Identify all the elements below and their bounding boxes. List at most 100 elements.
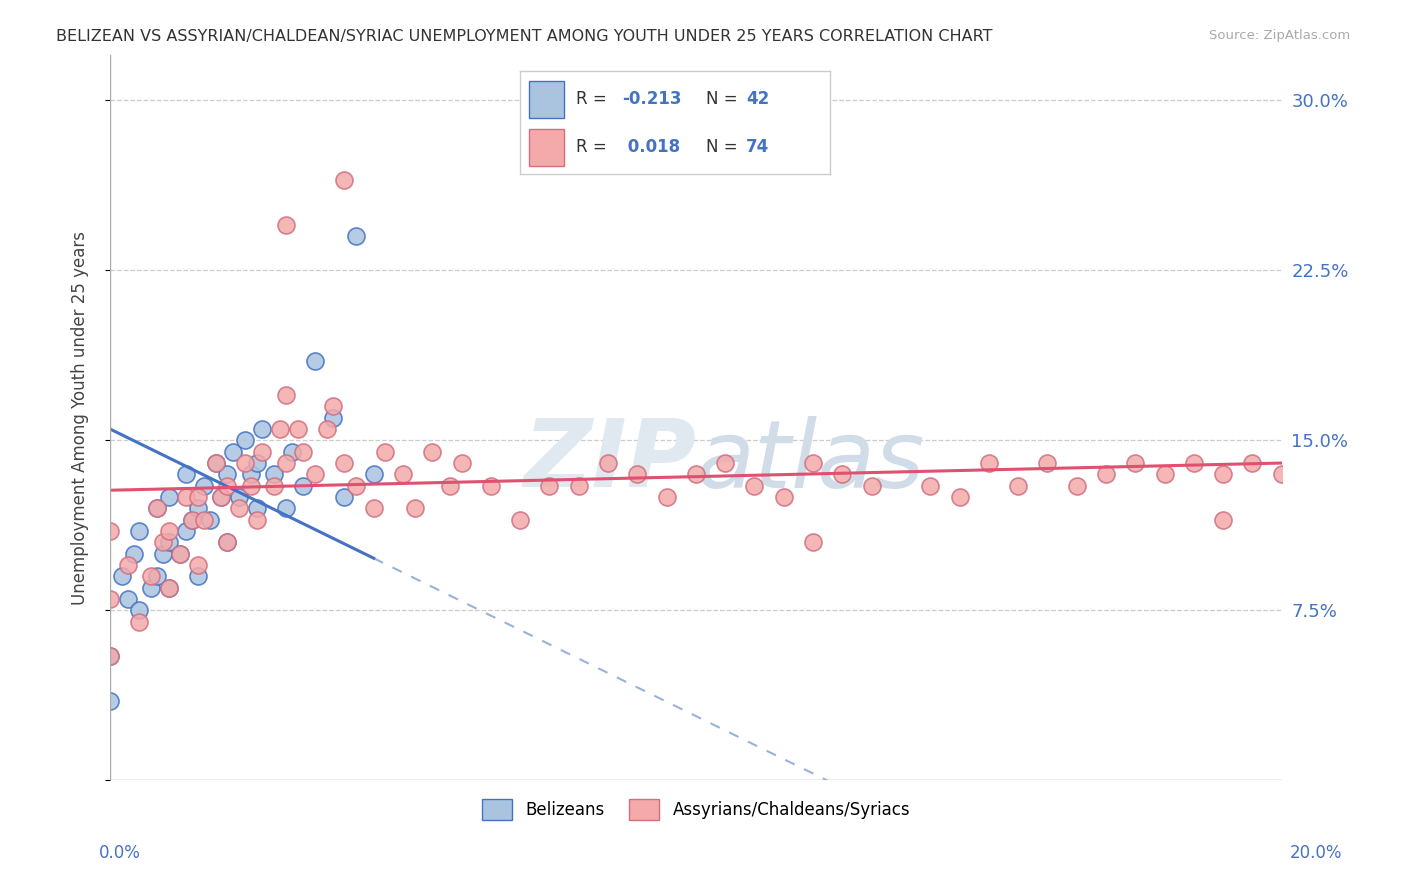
Point xyxy=(146,501,169,516)
Point xyxy=(1212,513,1234,527)
Point xyxy=(322,400,344,414)
Point xyxy=(420,444,443,458)
Point xyxy=(239,467,262,482)
Point xyxy=(374,444,396,458)
Point xyxy=(304,354,326,368)
Point xyxy=(655,490,678,504)
Point xyxy=(333,173,356,187)
Text: 0.0%: 0.0% xyxy=(98,844,141,862)
Point xyxy=(315,422,337,436)
Point xyxy=(146,501,169,516)
Point xyxy=(169,547,191,561)
Point xyxy=(920,479,942,493)
Point xyxy=(404,501,426,516)
Point xyxy=(1007,479,1029,493)
Point xyxy=(128,603,150,617)
Point xyxy=(744,479,766,493)
Point xyxy=(128,615,150,629)
Point xyxy=(1036,456,1059,470)
Point xyxy=(274,501,297,516)
Point xyxy=(157,535,180,549)
Point xyxy=(1241,456,1264,470)
Point xyxy=(252,422,274,436)
Point xyxy=(333,456,356,470)
Point xyxy=(233,456,256,470)
Point xyxy=(1212,467,1234,482)
Point xyxy=(98,648,121,663)
Point xyxy=(98,592,121,607)
Point xyxy=(117,558,139,572)
Point xyxy=(333,490,356,504)
Point xyxy=(263,467,285,482)
Point xyxy=(287,422,309,436)
Point xyxy=(217,535,239,549)
Point xyxy=(157,581,180,595)
Point xyxy=(439,479,461,493)
Point xyxy=(204,456,226,470)
Text: 0.018: 0.018 xyxy=(623,138,681,156)
Point xyxy=(209,490,232,504)
Point xyxy=(801,456,824,470)
Point xyxy=(193,479,215,493)
Point xyxy=(1066,479,1088,493)
Point xyxy=(274,218,297,232)
Point xyxy=(217,479,239,493)
Point xyxy=(139,569,162,583)
Point xyxy=(117,592,139,607)
Point xyxy=(222,444,245,458)
Point xyxy=(146,569,169,583)
Point xyxy=(714,456,737,470)
Point xyxy=(280,444,302,458)
Point xyxy=(1123,456,1146,470)
Point xyxy=(1153,467,1175,482)
Point xyxy=(187,501,209,516)
Point xyxy=(111,569,134,583)
Point xyxy=(187,558,209,572)
Point xyxy=(292,444,315,458)
Point xyxy=(233,434,256,448)
Text: Source: ZipAtlas.com: Source: ZipAtlas.com xyxy=(1209,29,1350,42)
Point xyxy=(181,513,204,527)
Point xyxy=(596,456,619,470)
Point xyxy=(1182,456,1205,470)
Point xyxy=(626,467,648,482)
Point xyxy=(392,467,415,482)
FancyBboxPatch shape xyxy=(530,128,564,166)
Text: N =: N = xyxy=(706,138,742,156)
Legend: Belizeans, Assyrians/Chaldeans/Syriacs: Belizeans, Assyrians/Chaldeans/Syriacs xyxy=(475,793,917,826)
Point xyxy=(174,490,197,504)
Point xyxy=(450,456,472,470)
Text: 20.0%: 20.0% xyxy=(1291,844,1343,862)
FancyBboxPatch shape xyxy=(530,80,564,118)
Point xyxy=(252,444,274,458)
Point xyxy=(292,479,315,493)
Point xyxy=(157,490,180,504)
Point xyxy=(209,490,232,504)
Text: -0.213: -0.213 xyxy=(623,90,682,108)
Point xyxy=(1095,467,1118,482)
Point xyxy=(322,410,344,425)
Point xyxy=(801,535,824,549)
Point xyxy=(122,547,145,561)
Point xyxy=(187,490,209,504)
Text: 74: 74 xyxy=(747,138,769,156)
Point xyxy=(304,467,326,482)
Point xyxy=(174,467,197,482)
Point xyxy=(157,581,180,595)
Point xyxy=(169,547,191,561)
Text: R =: R = xyxy=(576,90,612,108)
Text: N =: N = xyxy=(706,90,742,108)
Point xyxy=(274,456,297,470)
Point xyxy=(239,479,262,493)
Text: BELIZEAN VS ASSYRIAN/CHALDEAN/SYRIAC UNEMPLOYMENT AMONG YOUTH UNDER 25 YEARS COR: BELIZEAN VS ASSYRIAN/CHALDEAN/SYRIAC UNE… xyxy=(56,29,993,44)
Point xyxy=(152,535,174,549)
Point xyxy=(174,524,197,538)
Point xyxy=(977,456,1000,470)
Point xyxy=(363,501,385,516)
Point xyxy=(98,648,121,663)
Point xyxy=(344,479,367,493)
Text: R =: R = xyxy=(576,138,612,156)
Text: ZIP: ZIP xyxy=(523,416,696,508)
Point xyxy=(568,479,591,493)
Point xyxy=(193,513,215,527)
